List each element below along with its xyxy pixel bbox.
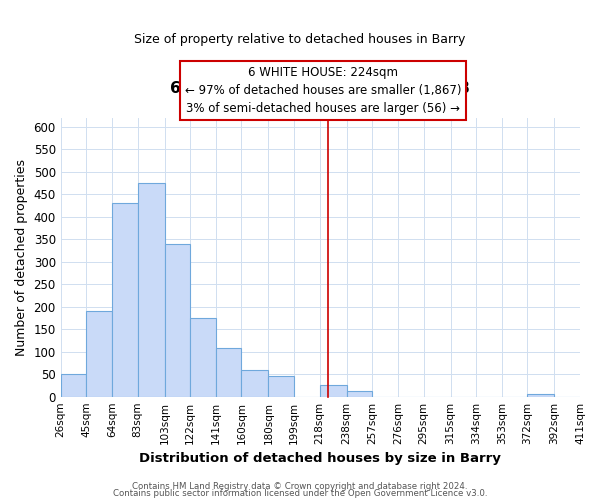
Bar — [86, 311, 112, 396]
Bar — [268, 376, 294, 396]
Text: Size of property relative to detached houses in Barry: Size of property relative to detached ho… — [134, 32, 466, 46]
Bar — [112, 204, 137, 396]
X-axis label: Distribution of detached houses by size in Barry: Distribution of detached houses by size … — [139, 452, 501, 465]
Title: 6, WHITE HOUSE, BARRY, CF62 6FB: 6, WHITE HOUSE, BARRY, CF62 6FB — [170, 81, 470, 96]
Bar — [137, 183, 164, 396]
Y-axis label: Number of detached properties: Number of detached properties — [15, 159, 28, 356]
Bar — [527, 394, 554, 396]
Bar — [61, 374, 86, 396]
Text: Contains public sector information licensed under the Open Government Licence v3: Contains public sector information licen… — [113, 490, 487, 498]
Bar — [164, 244, 190, 396]
Text: 6 WHITE HOUSE: 224sqm
← 97% of detached houses are smaller (1,867)
3% of semi-de: 6 WHITE HOUSE: 224sqm ← 97% of detached … — [185, 66, 461, 115]
Bar — [347, 392, 372, 396]
Text: Contains HM Land Registry data © Crown copyright and database right 2024.: Contains HM Land Registry data © Crown c… — [132, 482, 468, 491]
Bar — [241, 370, 268, 396]
Bar — [190, 318, 216, 396]
Bar — [216, 348, 241, 397]
Bar — [320, 386, 347, 396]
